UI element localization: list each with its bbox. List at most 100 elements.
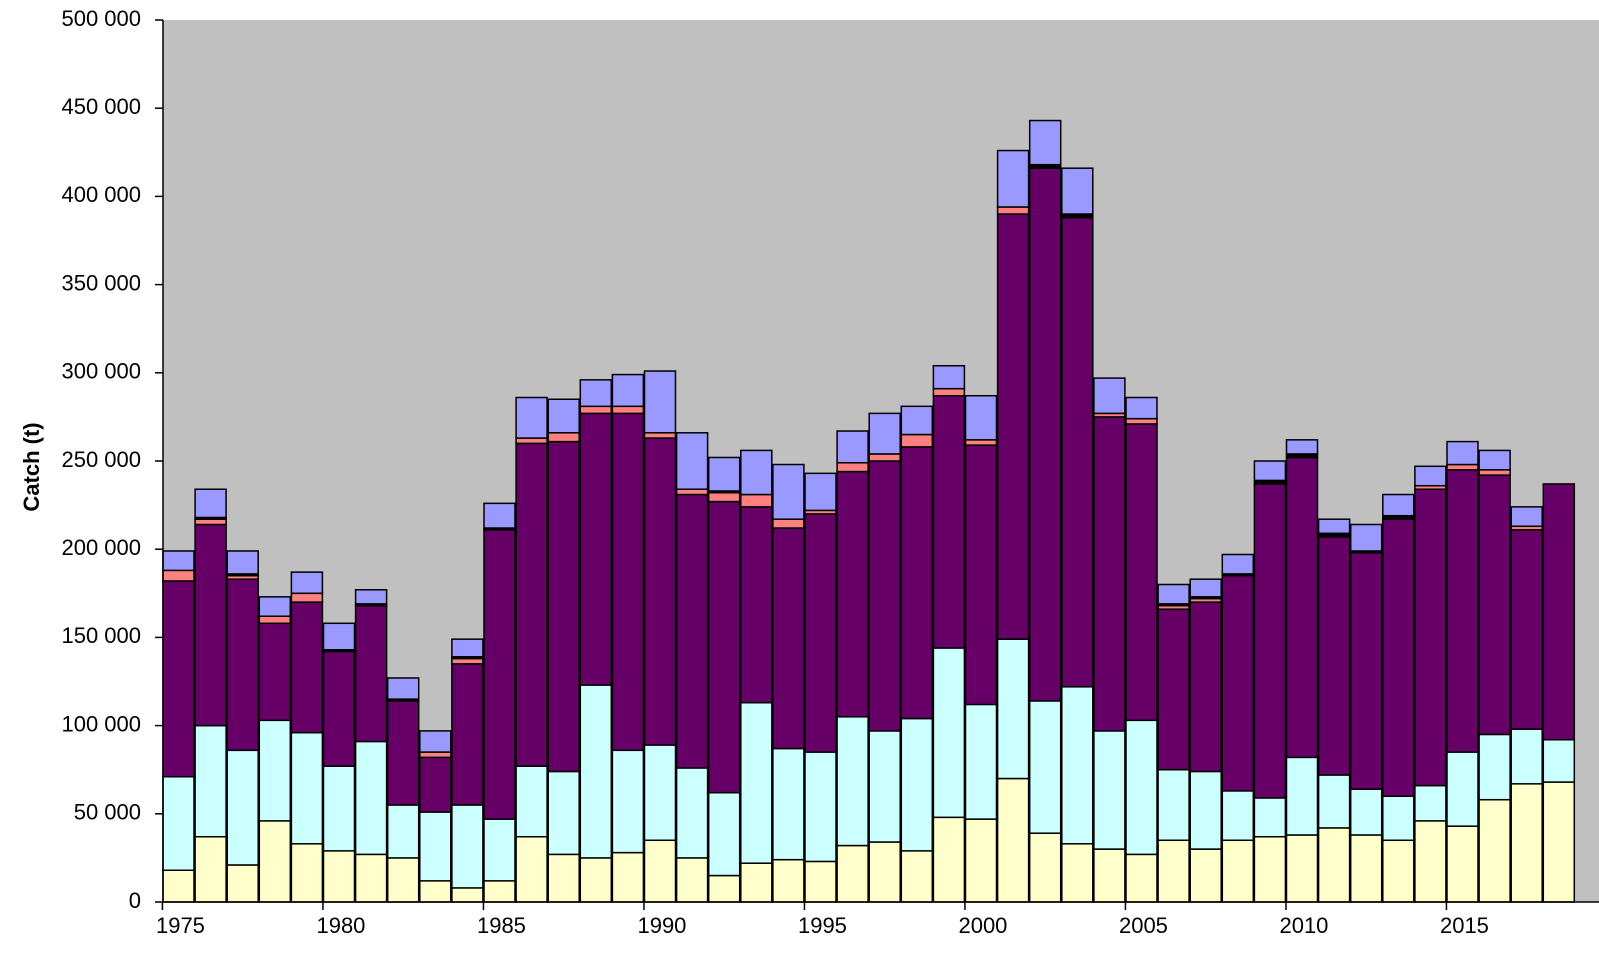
y-tick-label: 200 000 [61, 535, 141, 560]
bar-segment-1989-s2 [611, 412, 645, 752]
bar-segment-1977-s2 [226, 578, 259, 752]
bar-segment-2000-s0 [964, 818, 998, 903]
bar-segment-2000-s5 [964, 394, 998, 441]
y-tick-label: 350 000 [61, 270, 141, 295]
bar-segment-1996-s1 [836, 716, 869, 847]
bar-segment-1987-s5 [547, 398, 580, 434]
bar-segment-1976-s2 [194, 523, 227, 727]
bar-segment-1982-s5 [386, 677, 420, 700]
bar-segment-2011-s1 [1317, 774, 1351, 829]
bar-segment-2013-s5 [1382, 493, 1415, 517]
bar-segment-2012-s5 [1349, 523, 1383, 552]
bar-segment-2018-s2 [1542, 483, 1576, 741]
bar-segment-1987-s1 [547, 770, 580, 856]
bar-segment-2011-s2 [1317, 536, 1351, 776]
bar-segment-1986-s5 [515, 396, 548, 439]
bar-segment-1979-s1 [290, 731, 324, 845]
bar-segment-2005-s0 [1125, 853, 1158, 903]
bar-segment-2004-s2 [1093, 416, 1126, 732]
bar-segment-2007-s2 [1189, 601, 1222, 773]
bar-segment-1982-s1 [386, 804, 420, 859]
y-tick-label: 400 000 [61, 182, 141, 207]
bar-segment-1992-s3 [707, 492, 741, 503]
bar-segment-1990-s5 [643, 370, 677, 434]
bar-segment-1984-s0 [451, 887, 484, 903]
bar-segment-1999-s5 [932, 364, 966, 390]
bar-segment-2014-s5 [1414, 465, 1447, 487]
y-tick-label: 50 000 [74, 800, 141, 825]
bar-segment-1978-s1 [258, 719, 292, 822]
bar-segment-1990-s2 [643, 437, 677, 746]
bar-segment-1980-s5 [322, 622, 356, 651]
bar-segment-2012-s1 [1349, 788, 1383, 836]
bar-segment-1997-s3 [868, 453, 901, 462]
bar-segment-2009-s2 [1253, 483, 1287, 799]
y-axis-title: Catch (t) [19, 422, 44, 511]
bar-segment-2007-s0 [1189, 848, 1222, 903]
bar-segment-1980-s0 [322, 850, 356, 903]
bar-segment-2003-s1 [1061, 686, 1094, 845]
bar-segment-2001-s0 [996, 777, 1030, 903]
bar-segment-1992-s0 [707, 874, 741, 903]
bar-segment-2011-s0 [1317, 827, 1351, 903]
bar-segment-1995-s0 [804, 860, 837, 903]
bar-segment-2016-s5 [1478, 449, 1511, 471]
bar-segment-1991-s2 [675, 493, 709, 769]
bar-segment-1986-s1 [515, 765, 548, 838]
bar-segment-2013-s0 [1382, 839, 1415, 903]
bar-segment-2010-s0 [1285, 834, 1319, 903]
bar-segment-2017-s5 [1510, 506, 1543, 528]
bar-segment-1993-s5 [740, 449, 773, 496]
bar-segment-1996-s0 [836, 844, 869, 903]
bar-segment-2002-s5 [1028, 119, 1062, 166]
bar-segment-1977-s5 [226, 550, 259, 575]
bar-segment-1989-s5 [611, 373, 645, 408]
bar-segment-2007-s5 [1189, 578, 1222, 598]
bar-segment-1979-s2 [290, 601, 324, 734]
bar-segment-1994-s3 [772, 518, 805, 529]
bar-segment-1978-s0 [258, 820, 292, 903]
bar-segment-1992-s2 [707, 500, 741, 794]
bar-segment-1980-s2 [322, 650, 356, 767]
bar-segment-1995-s5 [804, 472, 837, 512]
bar-segment-1989-s3 [611, 405, 645, 415]
bar-segment-1976-s5 [194, 488, 227, 519]
bar-segment-2001-s3 [996, 206, 1030, 215]
bar-segment-1993-s2 [740, 506, 773, 704]
bar-segment-1994-s0 [772, 858, 805, 903]
bar-segment-2018-s1 [1542, 738, 1576, 783]
bar-segment-2004-s0 [1093, 848, 1126, 903]
bar-segment-2017-s2 [1510, 529, 1543, 730]
bar-segment-2006-s2 [1157, 608, 1190, 771]
bar-segment-2001-s5 [996, 149, 1030, 208]
bars-group [162, 119, 1576, 903]
bar-segment-1988-s3 [579, 405, 613, 415]
bar-segment-1984-s1 [451, 804, 484, 889]
bar-segment-1993-s0 [740, 862, 773, 903]
bar-segment-1990-s1 [643, 744, 677, 842]
bar-segment-1990-s0 [643, 839, 677, 903]
bar-segment-1994-s2 [772, 527, 805, 750]
bar-segment-2009-s1 [1253, 797, 1287, 838]
x-tick-label: 2005 [1119, 913, 1168, 938]
bar-segment-1983-s5 [419, 730, 452, 753]
bar-segment-1992-s1 [707, 791, 741, 877]
bar-segment-2015-s2 [1446, 469, 1479, 753]
bar-segment-2008-s5 [1221, 553, 1255, 575]
bar-segment-1991-s0 [675, 857, 709, 903]
bar-segment-1989-s0 [611, 851, 645, 903]
bar-segment-1994-s5 [772, 463, 805, 520]
bar-segment-1990-s3 [643, 432, 677, 439]
bar-segment-2012-s0 [1349, 834, 1383, 903]
bar-segment-1982-s2 [386, 700, 420, 806]
bar-segment-2006-s1 [1157, 768, 1190, 842]
y-tick-label: 0 [129, 888, 141, 913]
bar-segment-1981-s5 [354, 589, 388, 605]
bar-segment-2016-s0 [1478, 798, 1511, 903]
bar-segment-1989-s1 [611, 749, 645, 854]
y-tick-label: 450 000 [61, 94, 141, 119]
bar-segment-2013-s1 [1382, 795, 1415, 842]
bar-segment-1983-s3 [419, 751, 452, 759]
